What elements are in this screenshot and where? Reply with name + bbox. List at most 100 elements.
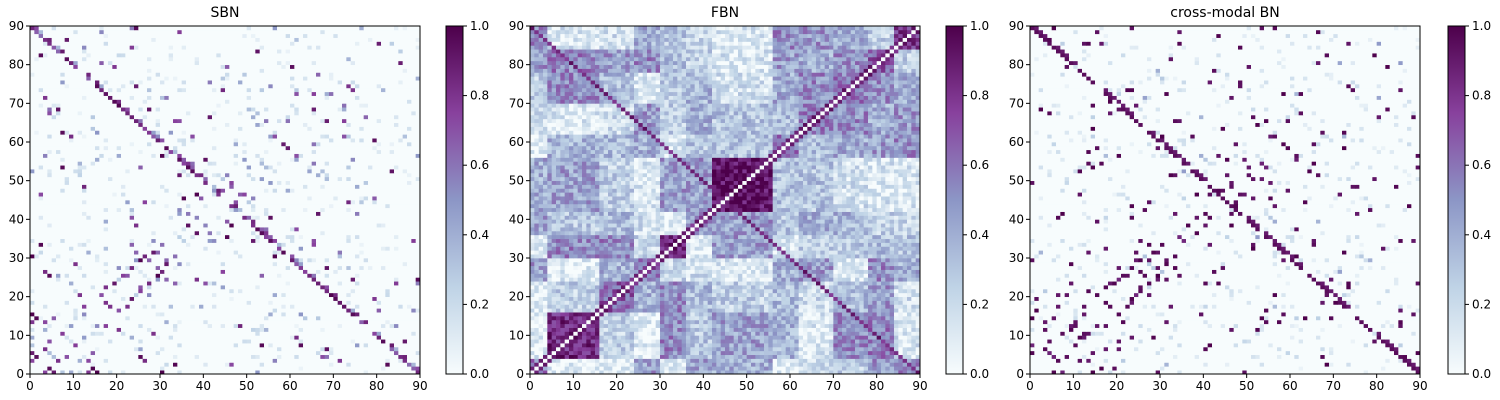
heatmap-cell xyxy=(277,208,282,212)
heatmap-cell xyxy=(268,223,273,227)
heatmap-cell xyxy=(247,335,252,339)
heatmap-cell xyxy=(281,270,286,274)
heatmap-cell xyxy=(325,192,330,196)
heatmap-cell xyxy=(151,161,156,165)
heatmap-cell xyxy=(34,289,39,293)
heatmap-cell xyxy=(39,351,44,355)
heatmap-cell xyxy=(329,270,334,274)
heatmap-cell xyxy=(407,331,412,335)
heatmap-cell xyxy=(203,343,208,347)
heatmap-cell xyxy=(177,235,182,239)
heatmap-cell xyxy=(290,173,295,177)
heatmap-cell xyxy=(368,366,373,370)
heatmap-cell xyxy=(273,204,278,208)
heatmap-cell xyxy=(390,185,395,189)
heatmap-cell xyxy=(190,173,195,177)
heatmap-cell xyxy=(320,254,325,258)
heatmap-cell xyxy=(104,204,109,208)
heatmap-cell xyxy=(398,304,403,308)
heatmap-cell xyxy=(255,304,260,308)
heatmap-cell xyxy=(169,215,174,219)
heatmap-cell xyxy=(164,196,169,200)
heatmap-cell xyxy=(303,331,308,335)
heatmap-cell xyxy=(294,328,299,332)
heatmap-cell xyxy=(43,308,48,312)
heatmap-cell xyxy=(108,192,113,196)
heatmap-cell xyxy=(65,254,70,258)
heatmap-cell xyxy=(385,246,390,250)
heatmap-cell xyxy=(281,335,286,339)
heatmap-cell xyxy=(225,173,230,177)
heatmap-cell xyxy=(238,165,243,169)
heatmap-cell xyxy=(398,250,403,254)
heatmap-cell xyxy=(381,281,386,285)
heatmap-cell xyxy=(82,316,87,320)
heatmap-cell xyxy=(108,196,113,200)
heatmap-cell xyxy=(182,270,187,274)
heatmap-cell xyxy=(65,196,70,200)
heatmap-cell xyxy=(91,281,96,285)
heatmap-cell xyxy=(173,343,178,347)
heatmap-cell xyxy=(173,328,178,332)
heatmap-cell xyxy=(290,359,295,363)
heatmap-cell xyxy=(47,359,52,363)
heatmap-cell xyxy=(351,312,356,316)
heatmap-cell xyxy=(130,331,135,335)
heatmap-cell xyxy=(320,227,325,231)
heatmap-cell xyxy=(268,204,273,208)
heatmap-cell xyxy=(186,188,191,192)
heatmap-cell xyxy=(56,312,61,316)
heatmap-cell xyxy=(307,266,312,270)
heatmap-cell xyxy=(30,320,35,324)
heatmap-cell xyxy=(333,304,338,308)
heatmap-cell xyxy=(273,331,278,335)
heatmap-cell xyxy=(316,231,321,235)
heatmap-cell xyxy=(355,339,360,343)
heatmap-cell xyxy=(390,366,395,370)
heatmap-cell xyxy=(251,250,256,254)
heatmap-cell xyxy=(286,343,291,347)
heatmap-cell xyxy=(69,188,74,192)
heatmap-cell xyxy=(56,231,61,235)
heatmap-cell xyxy=(372,355,377,359)
heatmap-cell xyxy=(307,293,312,297)
heatmap-cell xyxy=(117,362,122,366)
heatmap-cell xyxy=(173,258,178,262)
heatmap-cell xyxy=(56,262,61,266)
heatmap-cell xyxy=(372,343,377,347)
heatmap-cell xyxy=(99,293,104,297)
heatmap-cell xyxy=(299,331,304,335)
heatmap-cell xyxy=(130,285,135,289)
heatmap-cell xyxy=(104,312,109,316)
heatmap-cell xyxy=(411,173,416,177)
heatmap-cell xyxy=(125,277,130,281)
heatmap-cell xyxy=(333,250,338,254)
heatmap-cell xyxy=(112,270,117,274)
heatmap-cell xyxy=(151,324,156,328)
heatmap-cell xyxy=(338,328,343,332)
heatmap-cell xyxy=(255,281,260,285)
heatmap-cell xyxy=(47,270,52,274)
heatmap-cell xyxy=(69,347,74,351)
heatmap-cell xyxy=(177,355,182,359)
heatmap-cell xyxy=(60,301,65,305)
heatmap-cell xyxy=(277,301,282,305)
heatmap-cell xyxy=(43,219,48,223)
heatmap-cell xyxy=(121,335,126,339)
heatmap-cell xyxy=(242,304,247,308)
heatmap-cell xyxy=(338,235,343,239)
heatmap-cell xyxy=(307,339,312,343)
heatmap-cell xyxy=(381,212,386,216)
heatmap-cell xyxy=(299,235,304,239)
heatmap-cell xyxy=(303,335,308,339)
heatmap-cell xyxy=(407,246,412,250)
heatmap-cell xyxy=(338,324,343,328)
heatmap-cell xyxy=(221,231,226,235)
heatmap-cell xyxy=(43,185,48,189)
heatmap-cell xyxy=(30,243,35,247)
heatmap-cell xyxy=(186,362,191,366)
heatmap-cell xyxy=(130,235,135,239)
heatmap-cell xyxy=(195,208,200,212)
heatmap-cell xyxy=(156,254,161,258)
